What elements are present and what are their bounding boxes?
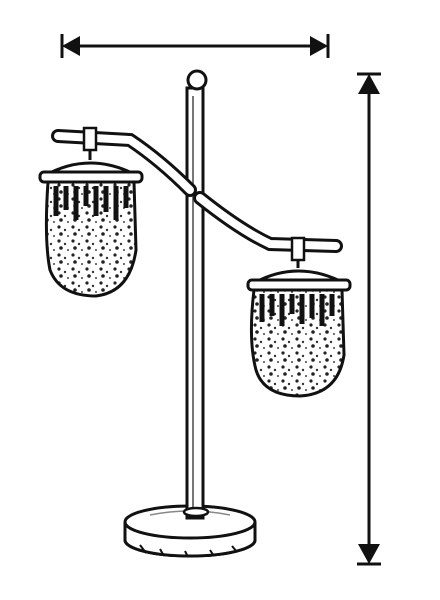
lamp-base xyxy=(123,504,257,558)
right-arm xyxy=(193,191,343,262)
width-dimension-arrow xyxy=(60,34,330,58)
lamp-pole xyxy=(182,69,210,520)
height-dimension-arrow xyxy=(357,72,381,566)
left-arm xyxy=(51,126,197,197)
right-lantern xyxy=(246,260,352,398)
left-lantern xyxy=(38,150,144,298)
